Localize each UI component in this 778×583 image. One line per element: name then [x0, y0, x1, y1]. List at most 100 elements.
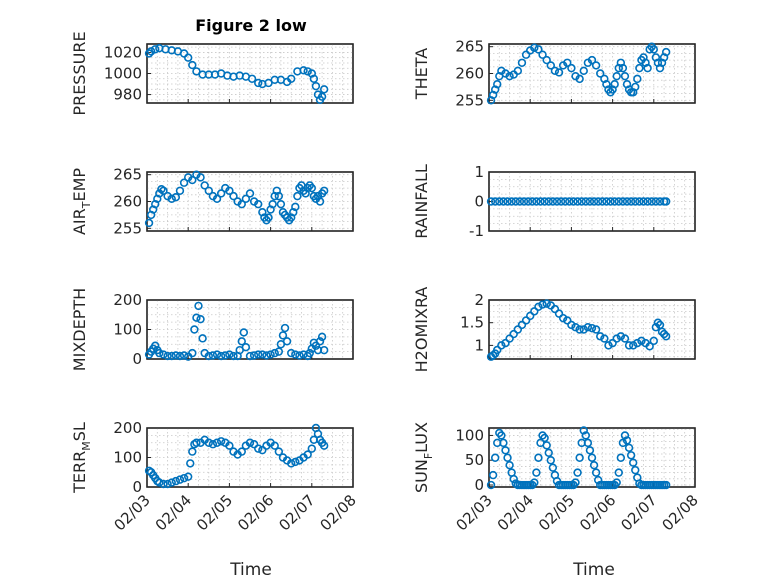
y-tick-label: -1: [469, 222, 484, 240]
axes-border: [146, 43, 354, 104]
data-point: [505, 71, 514, 81]
data-point: [155, 348, 164, 358]
data-point: [319, 85, 329, 94]
data-point: [262, 351, 271, 360]
data-point: [647, 197, 656, 206]
data-point: [194, 301, 203, 311]
data-point: [620, 431, 630, 440]
data-point: [503, 197, 512, 206]
data-point: [317, 332, 327, 342]
data-point: [311, 81, 321, 91]
data-point: [144, 218, 154, 228]
data-point: [204, 351, 214, 361]
data-point: [606, 197, 615, 206]
data-point: [550, 66, 560, 76]
subplot-terrmsl: 0 100 200 TERRMSL 02/0302/0402/0502/0602/070…: [70, 419, 360, 534]
data-point: [593, 475, 603, 485]
data-point: [659, 329, 669, 339]
data-point: [569, 197, 578, 206]
y-tick-label: 255: [113, 219, 142, 237]
data-point: [221, 351, 230, 360]
data-point: [525, 311, 535, 321]
data-point: [499, 197, 508, 206]
data-point: [579, 325, 588, 334]
axes-border: [488, 427, 696, 488]
data-point: [488, 470, 498, 480]
data-point: [635, 197, 644, 206]
data-point: [188, 348, 197, 358]
data-point: [274, 347, 284, 356]
data-point: [624, 341, 634, 350]
data-point: [509, 329, 518, 339]
data-point: [287, 348, 296, 358]
data-point: [567, 320, 576, 330]
data-point: [171, 351, 181, 360]
data-point: [614, 197, 623, 206]
data-point: [591, 61, 601, 70]
data-point: [171, 193, 181, 202]
subplot-airtemp: 255 260 265 AIRTEMP: [70, 166, 354, 237]
data-point: [497, 431, 506, 440]
y-tick-label: 0: [132, 478, 142, 496]
data-point: [208, 440, 218, 449]
data-point: [643, 63, 652, 73]
data-point: [144, 49, 154, 58]
data-point: [184, 472, 193, 481]
data-point: [538, 50, 547, 59]
y-axis-label: AIRTEMP: [70, 168, 93, 235]
data-point: [287, 74, 296, 83]
data-point: [573, 468, 582, 477]
data-point: [544, 197, 553, 206]
data-point: [622, 197, 632, 206]
data-point: [639, 197, 648, 206]
data-point: [493, 345, 502, 355]
data-point: [501, 446, 510, 455]
data-point: [624, 443, 634, 453]
data-point: [282, 337, 292, 346]
data-point: [546, 61, 555, 70]
data-point: [593, 197, 603, 206]
x-tick-label: 02/08: [317, 491, 360, 534]
axes-border: [488, 43, 696, 104]
data-point: [626, 197, 636, 206]
data-point: [291, 457, 300, 467]
data-point: [287, 459, 296, 468]
y-tick-label: 1: [474, 336, 484, 354]
data-point: [657, 327, 667, 336]
data-point: [319, 186, 329, 195]
data-point: [319, 441, 329, 450]
x-axis-label-left: Time: [229, 560, 272, 580]
data-point: [622, 436, 632, 445]
data-point: [602, 197, 611, 206]
x-tick-label: 02/06: [576, 491, 619, 534]
data-point: [561, 197, 570, 206]
data-point: [596, 69, 605, 78]
data-point: [204, 438, 214, 447]
data-point: [204, 186, 214, 195]
data-point: [579, 66, 588, 76]
data-point: [536, 197, 545, 206]
y-axis-label: RAINFALL: [412, 164, 431, 239]
data-point: [179, 473, 189, 483]
data-point: [610, 80, 619, 89]
data-point: [167, 351, 176, 361]
subplot-rainfall: -1 0 1 RAINFALL: [412, 163, 696, 240]
data-point: [618, 197, 628, 206]
y-axis-label: MIXDEPTH: [70, 288, 89, 371]
data-point: [303, 67, 312, 76]
data-point: [631, 465, 640, 475]
data-point: [585, 197, 595, 206]
data-point: [513, 66, 523, 76]
data-point: [513, 325, 523, 334]
data-point: [653, 318, 663, 327]
y-axis-label: THETA: [412, 48, 431, 100]
data-point: [563, 316, 572, 325]
data-point: [264, 78, 273, 88]
data-point: [532, 468, 541, 477]
data-point: [237, 199, 246, 209]
data-point: [159, 479, 168, 489]
data-point: [517, 58, 527, 67]
y-tick-label: 200: [113, 419, 142, 437]
data-point: [175, 351, 185, 361]
